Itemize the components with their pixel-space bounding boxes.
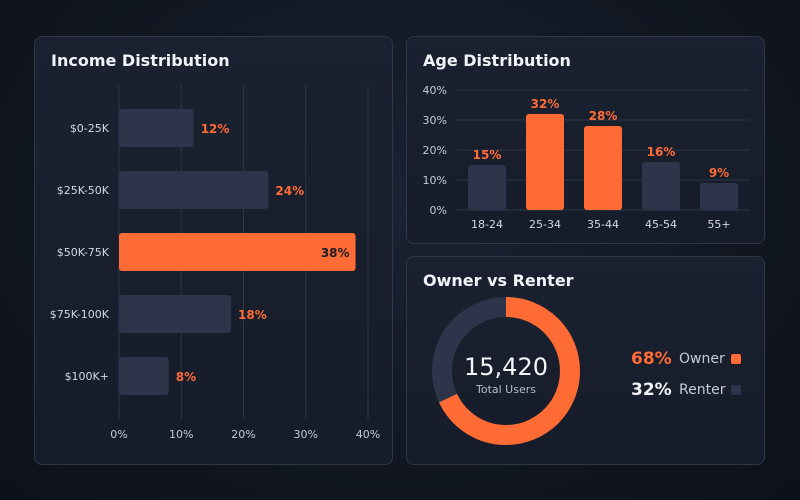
age-value-label: 15% xyxy=(473,148,502,162)
age-value-label: 9% xyxy=(709,166,729,180)
income-bar xyxy=(119,233,356,271)
income-category-label: $50K-75K xyxy=(57,246,110,259)
age-bar-chart: 40% 30% 20% 10% 0% 15% 18-24 32% 25-34 28% 35-44 16… xyxy=(423,84,750,231)
donut-owner-slice xyxy=(432,297,580,445)
owner-vs-renter-card: Owner vs Renter 15,420 Total Users 68% O… xyxy=(406,256,765,465)
age-bar xyxy=(468,165,506,210)
age-value-label: 16% xyxy=(647,145,676,159)
age-bar xyxy=(700,183,738,210)
owner-chart-title: Owner vs Renter xyxy=(423,271,574,290)
legend-renter: 32% Renter xyxy=(631,380,742,400)
legend-owner-swatch xyxy=(730,354,741,364)
x-tick-label: 0% xyxy=(110,428,127,441)
y-tick-label: 10% xyxy=(423,174,447,187)
income-category-label: $25K-50K xyxy=(57,184,110,197)
income-value-label: 8% xyxy=(176,370,196,384)
legend-owner-pct: 68% xyxy=(631,349,672,369)
income-chart-title: Income Distribution xyxy=(51,51,230,70)
income-category-label: $75K-100K xyxy=(50,308,110,321)
age-bar xyxy=(526,114,564,210)
income-bar xyxy=(119,109,194,147)
age-value-label: 28% xyxy=(589,109,618,123)
income-value-label: 24% xyxy=(275,184,304,198)
x-tick-label: 40% xyxy=(356,428,380,441)
income-category-label: $0-25K xyxy=(70,122,110,135)
income-bar xyxy=(119,171,269,209)
income-bar xyxy=(119,295,232,333)
income-bar-chart: 0% 10% 20% 30% 40% $0-25K 12% $25K-50K 24% $50K-7… xyxy=(50,85,380,441)
income-value-label: 18% xyxy=(238,308,267,322)
y-tick-label: 40% xyxy=(423,84,447,97)
x-tick-label: 10% xyxy=(169,428,193,441)
age-distribution-card: Age Distribution 40% 30% 20% 10% 0% 15% 18-24 3… xyxy=(406,36,765,244)
y-tick-label: 30% xyxy=(423,114,447,127)
income-category-label: $100K+ xyxy=(65,370,109,383)
x-tick-label: 20% xyxy=(231,428,255,441)
y-tick-label: 20% xyxy=(423,144,447,157)
legend-owner-label: Owner xyxy=(679,351,725,367)
donut-center: 15,420 Total Users xyxy=(432,305,580,396)
age-category-label: 55+ xyxy=(707,218,730,231)
age-chart-title: Age Distribution xyxy=(423,51,571,70)
age-bar xyxy=(642,162,680,210)
age-category-label: 18-24 xyxy=(471,218,503,231)
age-bar xyxy=(584,126,622,210)
age-value-label: 32% xyxy=(531,97,560,111)
age-category-label: 35-44 xyxy=(587,218,619,231)
income-value-label: 38% xyxy=(321,246,350,260)
income-bar xyxy=(119,357,169,395)
x-tick-label: 30% xyxy=(294,428,318,441)
age-category-label: 25-34 xyxy=(529,218,561,231)
legend-renter-pct: 32% xyxy=(631,380,672,400)
total-users-label: Total Users xyxy=(476,383,536,396)
income-value-label: 12% xyxy=(201,122,230,136)
total-users-value: 15,420 xyxy=(464,353,548,381)
age-category-label: 45-54 xyxy=(645,218,677,231)
legend-owner: 68% Owner xyxy=(631,349,741,369)
legend-renter-label: Renter xyxy=(679,382,726,398)
legend-renter-swatch xyxy=(731,385,742,395)
owner-renter-donut-chart xyxy=(432,297,580,445)
income-distribution-card: Income Distribution 0% 10% 20% 30% 40% $0-25K… xyxy=(34,36,393,465)
y-tick-label: 0% xyxy=(430,204,447,217)
